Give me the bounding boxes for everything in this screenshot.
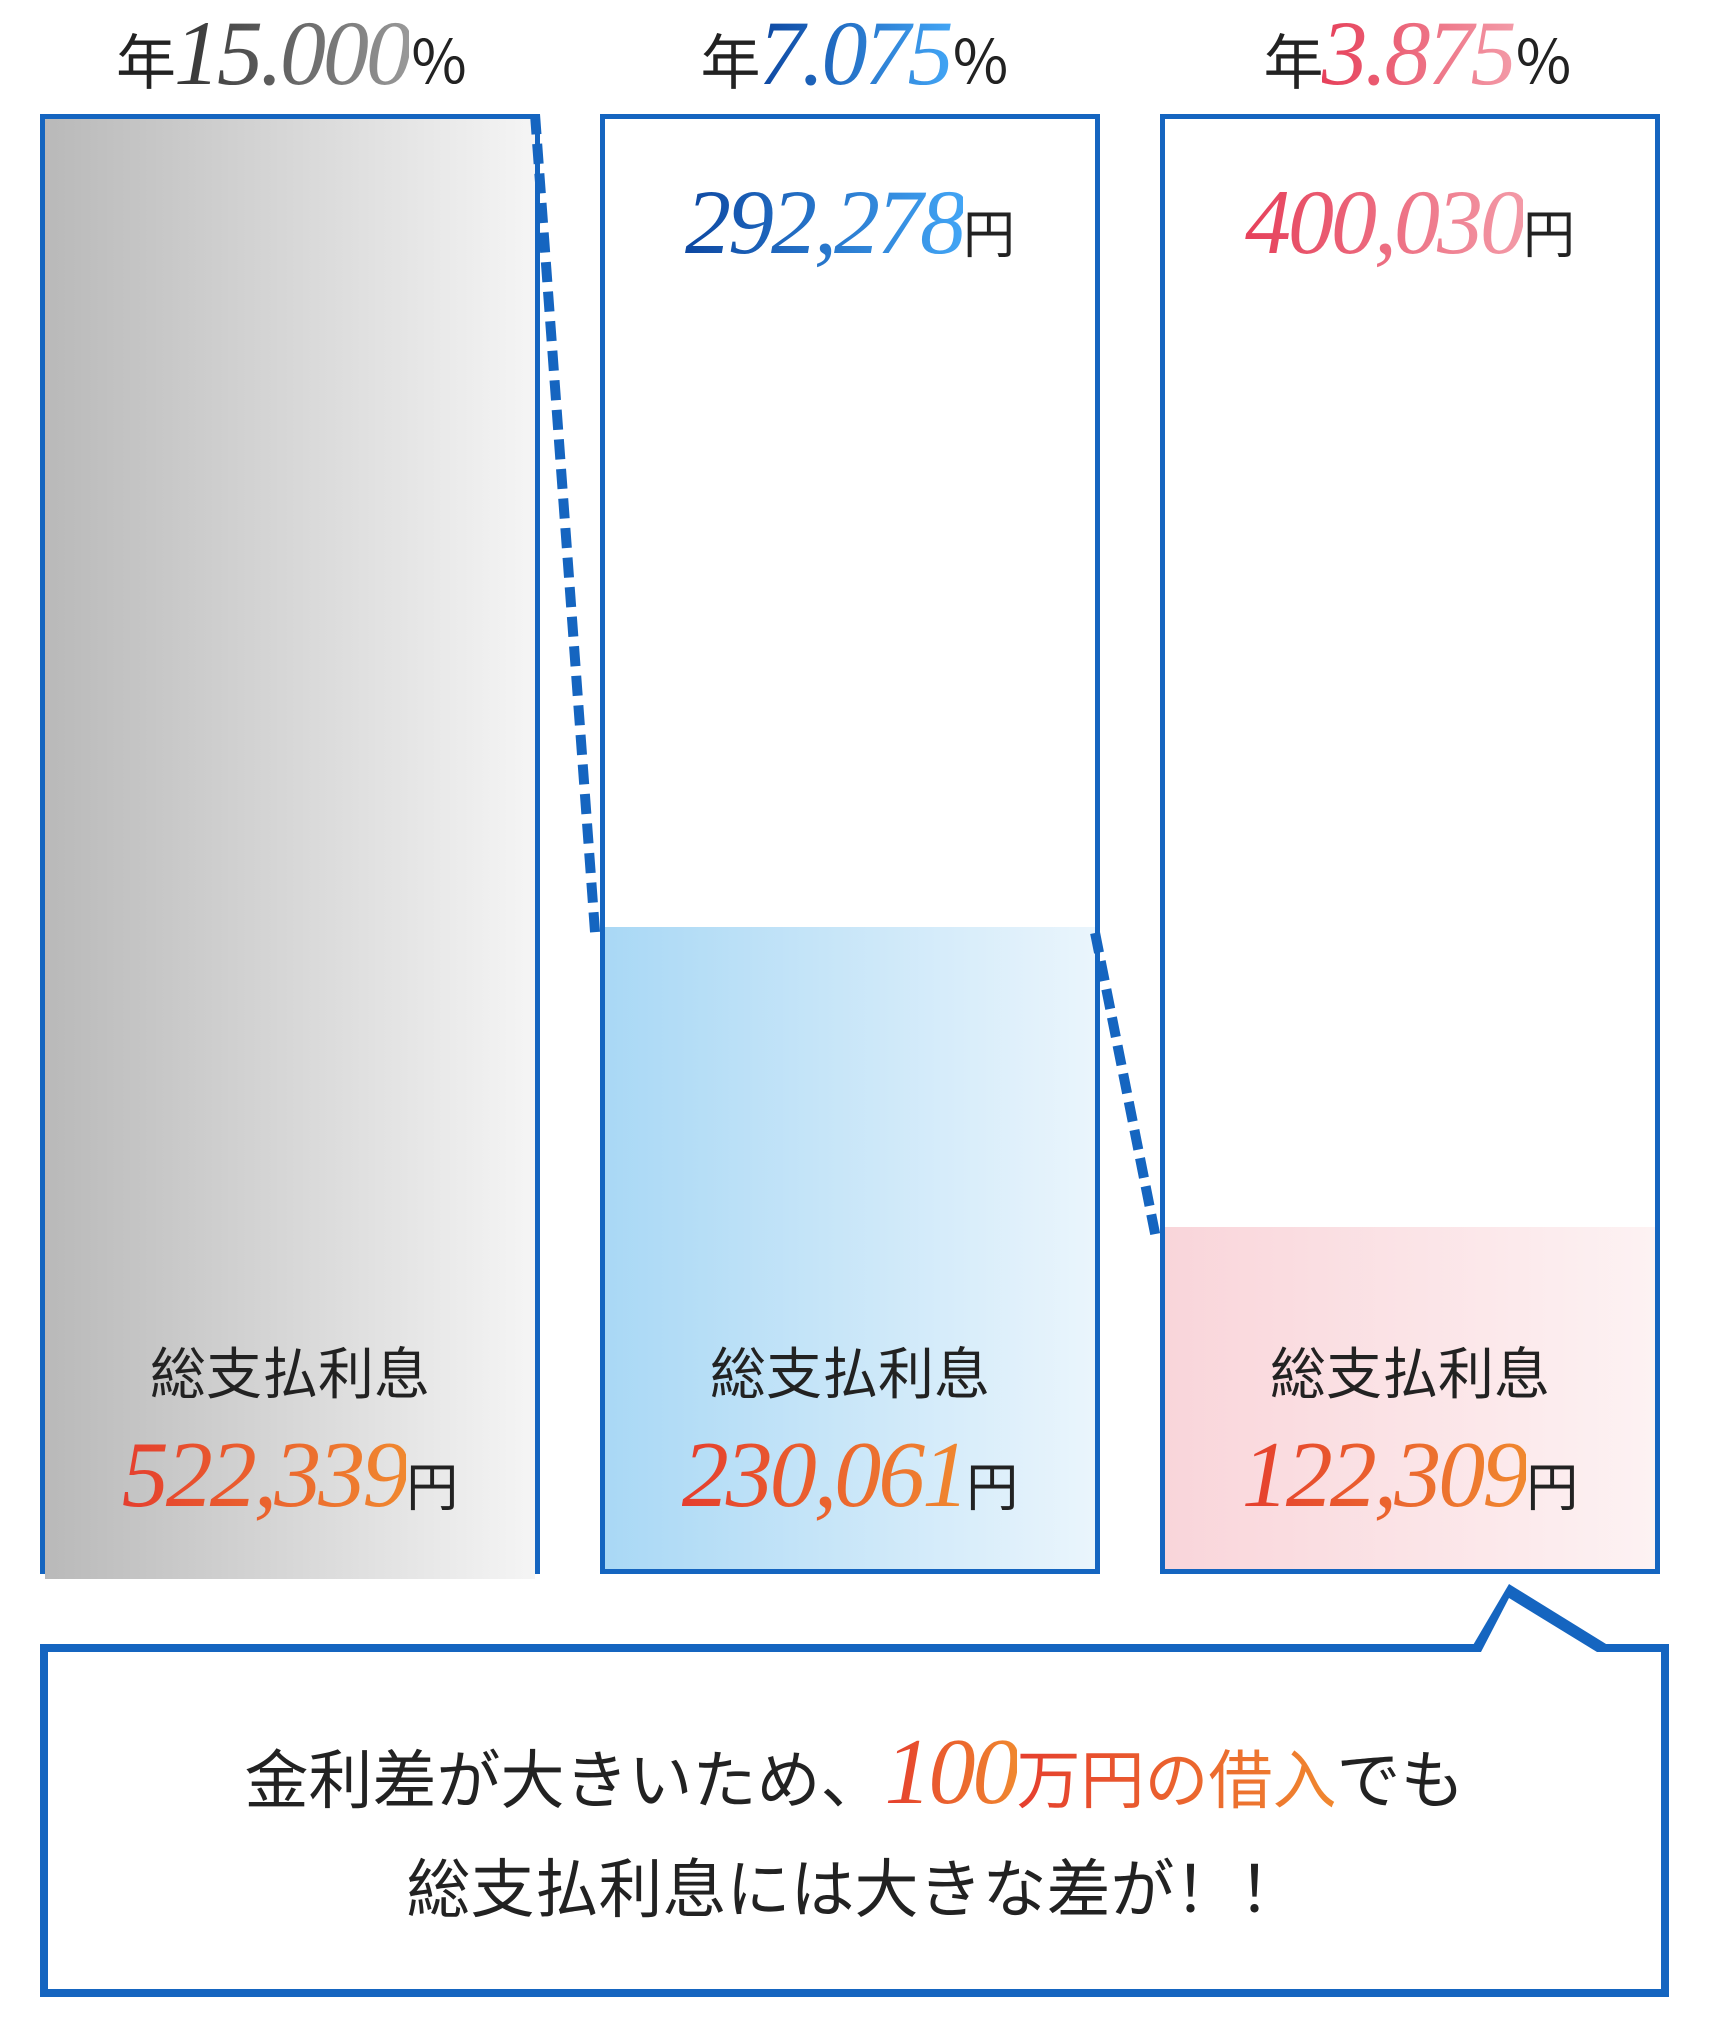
bar-upper-area: 400,030円 [1165, 119, 1655, 1227]
yen-unit: 円 [966, 1461, 1018, 1518]
title-suffix: ％ [951, 31, 1009, 97]
interest-block: 総支払利息 122,309円 [1165, 1330, 1655, 1529]
bar-titles-row: 年15.000％ 年7.075％ 年3.875％ [40, 0, 1669, 106]
connector-dashed-line [1090, 932, 1160, 1235]
callout-line-1: 金利差が大きいため、100万円の借入でも [78, 1702, 1631, 1843]
callout-line-2: 総支払利息には大きな差が！！ [78, 1843, 1631, 1939]
bar-title-3: 年3.875％ [1166, 0, 1669, 106]
bar-title-1: 年15.000％ [40, 0, 543, 106]
callout-text: 金利差が大きいため、 [245, 1746, 885, 1817]
interest-number: 230,061 [682, 1423, 967, 1527]
bars-area: 総支払利息522,339円292,278円総支払利息230,061円400,03… [40, 114, 1669, 1574]
difference-number: 292,278 [685, 171, 963, 273]
interest-comparison-chart: 年15.000％ 年7.075％ 年3.875％ 総支払利息522,339円29… [0, 0, 1709, 1574]
interest-amount: 522,339円 [45, 1421, 535, 1529]
callout-box: 金利差が大きいため、100万円の借入でも 総支払利息には大きな差が！！ [40, 1644, 1669, 1997]
yen-unit: 円 [1526, 1461, 1578, 1518]
interest-number: 122,309 [1242, 1423, 1527, 1527]
title-prefix: 年 [116, 31, 174, 97]
title-suffix: ％ [1514, 31, 1572, 97]
yen-unit: 円 [406, 1461, 458, 1518]
title-prefix: 年 [1264, 31, 1322, 97]
yen-unit: 円 [1523, 208, 1575, 265]
interest-amount: 230,061円 [605, 1421, 1095, 1529]
interest-amount: 122,309円 [1165, 1421, 1655, 1529]
yen-unit: 円 [963, 208, 1015, 265]
bar-upper-area: 292,278円 [605, 119, 1095, 927]
callout: 金利差が大きいため、100万円の借入でも 総支払利息には大きな差が！！ [40, 1644, 1669, 1997]
bar-2: 292,278円総支払利息230,061円 [600, 114, 1100, 1574]
bar-3: 400,030円総支払利息122,309円 [1160, 114, 1660, 1574]
bar-title-2: 年7.075％ [603, 0, 1106, 106]
difference-number: 400,030 [1245, 171, 1523, 273]
title-prefix: 年 [701, 31, 759, 97]
difference-amount: 292,278円 [685, 169, 1015, 927]
bar-1: 総支払利息 522,339円 [40, 114, 540, 1574]
interest-block: 総支払利息 522,339円 [45, 1330, 535, 1529]
title-suffix: ％ [409, 31, 467, 97]
rate-value-1: 15.000 [174, 2, 409, 104]
interest-label: 総支払利息 [605, 1330, 1095, 1411]
callout-text: でも [1337, 1746, 1465, 1817]
difference-amount: 400,030円 [1245, 169, 1575, 1227]
interest-label: 総支払利息 [1165, 1330, 1655, 1411]
interest-block: 総支払利息 230,061円 [605, 1330, 1095, 1529]
rate-value-3: 3.875 [1322, 2, 1514, 104]
connector-dashed-line [530, 114, 600, 932]
interest-label: 総支払利息 [45, 1330, 535, 1411]
rate-value-2: 7.075 [759, 2, 951, 104]
interest-number: 522,339 [122, 1423, 407, 1527]
callout-highlight-number: 100 [885, 1720, 1017, 1824]
callout-highlight-text: 万円の借入 [1017, 1746, 1337, 1817]
